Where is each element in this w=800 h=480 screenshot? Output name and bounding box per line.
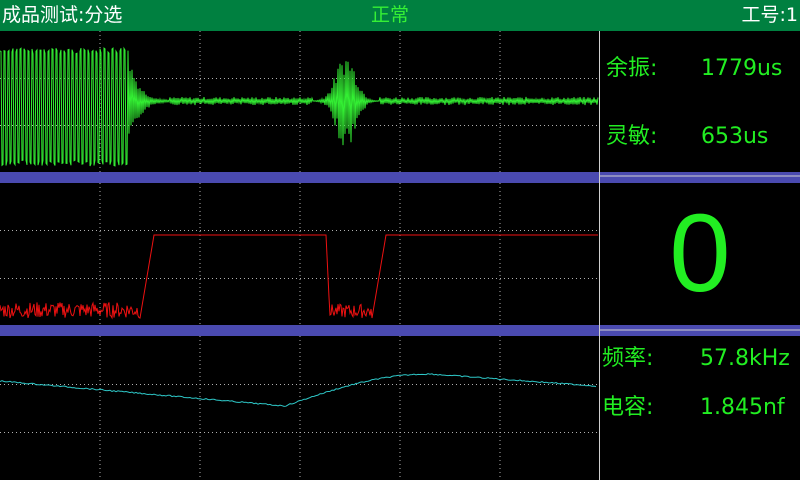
pass-count: 0: [669, 192, 731, 315]
divider-top: [0, 172, 800, 183]
status-indicator: 正常: [371, 4, 410, 26]
divider-bottom: [0, 325, 800, 336]
pulse-trace: [0, 234, 598, 320]
grid: [0, 31, 598, 480]
frequency-label: 频率:: [602, 346, 654, 371]
capacitance-value: 1.845nf: [700, 395, 785, 420]
sensitivity-value: 653us: [701, 124, 769, 149]
capacitance-label: 电容:: [602, 395, 654, 420]
station-number: 工号:1: [741, 4, 799, 26]
sensitivity-label: 灵敏:: [606, 124, 658, 149]
header-bar: 成品测试:分选 正常 工号:1: [0, 0, 800, 31]
frequency-value: 57.8kHz: [700, 346, 790, 371]
mode-title: 成品测试:分选: [2, 4, 123, 26]
ring-value: 1779us: [701, 56, 783, 81]
slow-trace: [0, 373, 597, 407]
echo-trace: [0, 46, 599, 167]
ring-label: 余振:: [606, 56, 658, 81]
